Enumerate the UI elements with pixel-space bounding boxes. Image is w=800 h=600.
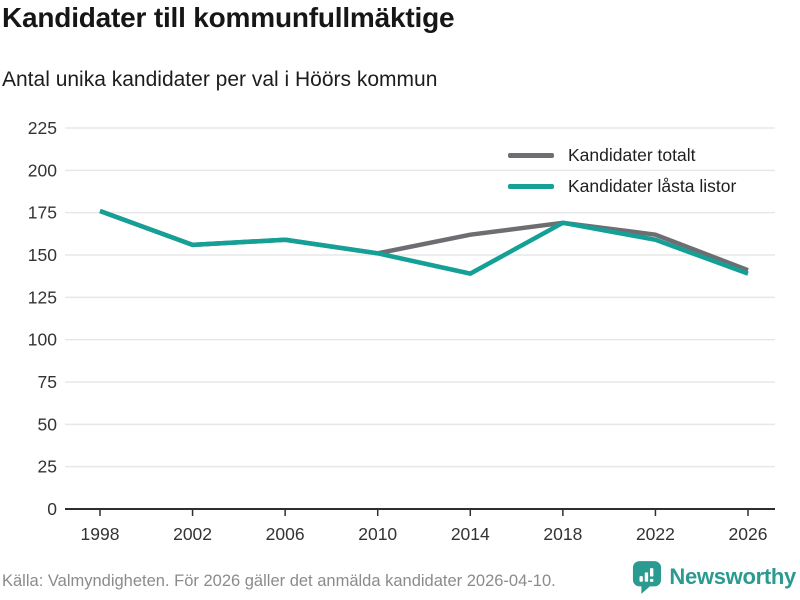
newsworthy-brand[interactable]: Newsworthy bbox=[632, 560, 796, 594]
legend-label-total: Kandidater totalt bbox=[568, 145, 696, 165]
x-tick-label: 2006 bbox=[266, 524, 305, 544]
y-tick-label: 200 bbox=[28, 160, 57, 180]
x-tick-label: 2022 bbox=[636, 524, 675, 544]
legend-line-swatch-lasta-listor bbox=[508, 184, 554, 189]
y-tick-label: 175 bbox=[28, 203, 57, 223]
series-line-lasta-listor bbox=[99, 208, 749, 276]
x-tick-label: 1998 bbox=[81, 524, 120, 544]
newsworthy-wordmark: Newsworthy bbox=[669, 564, 796, 589]
legend-item-lasta-listor: Kandidater låsta listor bbox=[508, 171, 736, 202]
y-tick-label: 0 bbox=[47, 499, 57, 519]
newsworthy-logo-icon bbox=[633, 561, 662, 594]
chart-subtitle: Antal unika kandidater per val i Höörs k… bbox=[2, 68, 438, 91]
chart-legend: Kandidater totalt Kandidater låsta listo… bbox=[508, 140, 736, 202]
x-tick-label: 2018 bbox=[543, 524, 582, 544]
y-tick-label: 100 bbox=[28, 330, 57, 350]
y-tick-label: 150 bbox=[28, 245, 57, 265]
y-tick-label: 225 bbox=[28, 118, 57, 138]
legend-line-swatch-total bbox=[508, 153, 554, 158]
x-tick-label: 2010 bbox=[358, 524, 397, 544]
source-note: Källa: Valmyndigheten. För 2026 gäller d… bbox=[2, 572, 556, 590]
legend-item-total: Kandidater totalt bbox=[508, 140, 736, 171]
x-tick-label: 2026 bbox=[729, 524, 768, 544]
y-tick-label: 50 bbox=[38, 414, 58, 434]
legend-label-lasta-listor: Kandidater låsta listor bbox=[568, 176, 737, 196]
y-tick-label: 25 bbox=[38, 457, 57, 477]
footer: Källa: Valmyndigheten. För 2026 gäller d… bbox=[0, 560, 800, 600]
y-tick-label: 75 bbox=[38, 372, 57, 392]
x-tick-label: 2014 bbox=[451, 524, 490, 544]
x-tick-label: 2002 bbox=[173, 524, 212, 544]
y-tick-label: 125 bbox=[28, 287, 57, 307]
page-title: Kandidater till kommunfullmäktige bbox=[2, 2, 455, 33]
